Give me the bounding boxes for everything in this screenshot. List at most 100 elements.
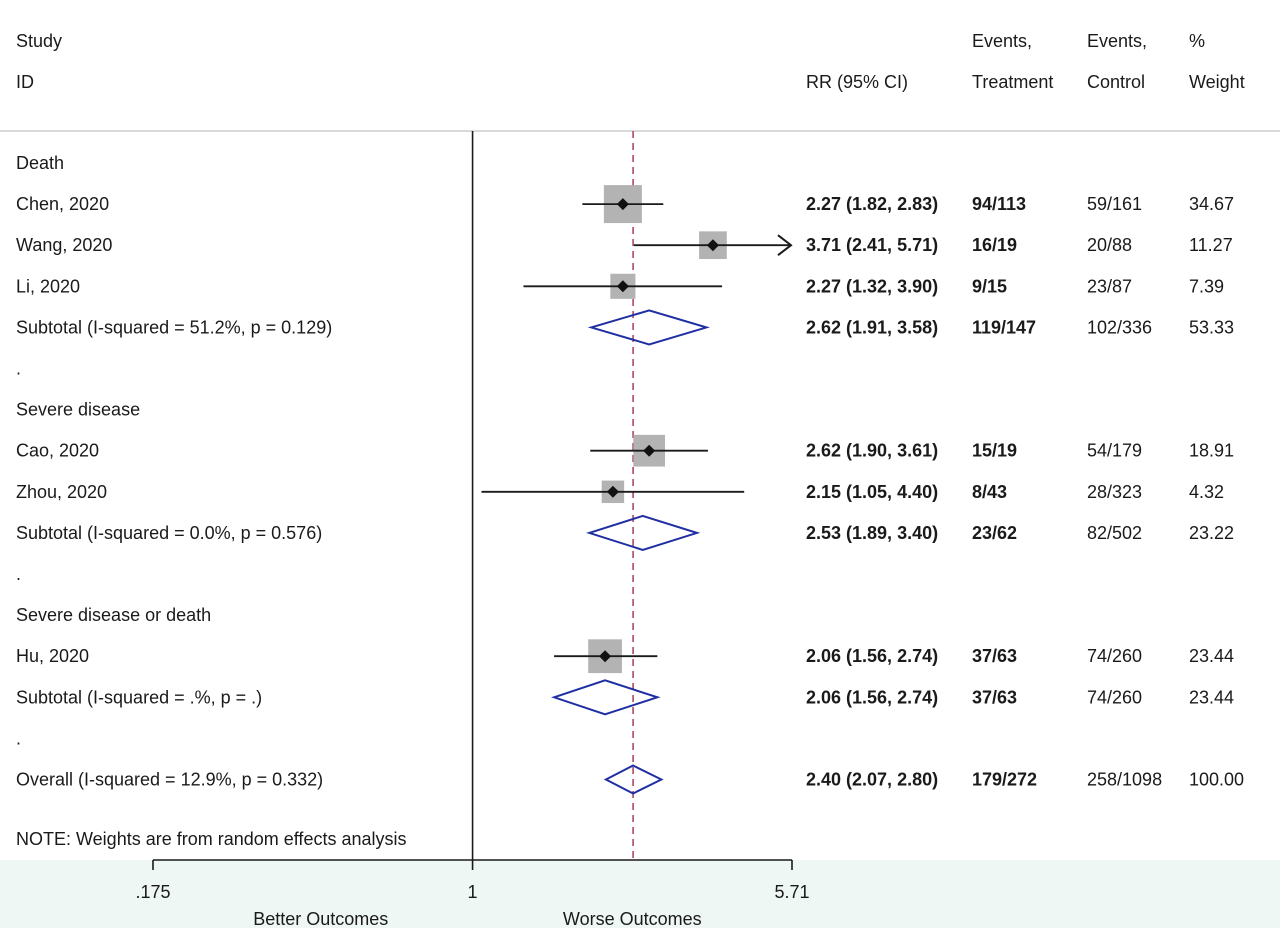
- row-spacer: .: [16, 728, 21, 748]
- row-label: Li, 2020: [16, 276, 80, 296]
- row-study: Li, 2020 2.27 (1.32, 3.90) 9/15 23/87 7.39: [16, 273, 1224, 299]
- weight-value: 23.44: [1189, 687, 1234, 707]
- row-study: Cao, 2020 2.62 (1.90, 3.61) 15/19 54/179 18.…: [16, 434, 1234, 467]
- row-subtotal: Subtotal (I-squared = .%, p = .) 2.06 (1.…: [16, 679, 1234, 716]
- header-events-control-1: Events,: [1087, 31, 1147, 51]
- events-treatment: 15/19: [972, 441, 1017, 461]
- row-label: Death: [16, 153, 64, 173]
- events-treatment: 37/63: [972, 646, 1017, 666]
- row-group: Severe disease: [16, 400, 140, 420]
- row-label: Severe disease or death: [16, 605, 211, 625]
- row-study: Zhou, 2020 2.15 (1.05, 4.40) 8/43 28/323 4.3…: [16, 480, 1224, 504]
- header-rr: RR (95% CI): [806, 72, 908, 92]
- header-study: Study: [16, 31, 62, 51]
- subtotal-diamond: [550, 679, 661, 716]
- point-estimate: [643, 444, 656, 457]
- weight-value: 4.32: [1189, 482, 1224, 502]
- ci-arrow: [777, 234, 793, 256]
- ci-text: 3.71 (2.41, 5.71): [806, 235, 938, 255]
- header-id: ID: [16, 72, 34, 92]
- point-estimate: [616, 280, 629, 293]
- events-treatment: 8/43: [972, 482, 1007, 502]
- ci-text: 2.62 (1.91, 3.58): [806, 317, 938, 337]
- ci-text: 2.15 (1.05, 4.40): [806, 482, 938, 502]
- overall-diamond: [603, 764, 664, 795]
- header-events-treatment-2: Treatment: [972, 72, 1053, 92]
- weight-value: 100.00: [1189, 770, 1244, 790]
- row-label: Wang, 2020: [16, 235, 112, 255]
- events-control: 82/502: [1087, 523, 1142, 543]
- ci-text: 2.06 (1.56, 2.74): [806, 687, 938, 707]
- x-tick-label: 5.71: [774, 882, 809, 902]
- axis-band: [0, 860, 1280, 928]
- row-label: .: [16, 564, 21, 584]
- direction-label-better: Better Outcomes: [253, 909, 388, 928]
- row-spacer: .: [16, 359, 21, 379]
- row-label: .: [16, 359, 21, 379]
- row-label: Hu, 2020: [16, 646, 89, 666]
- point-estimate: [599, 650, 612, 663]
- header-weight-1: %: [1189, 31, 1205, 51]
- weight-value: 7.39: [1189, 276, 1224, 296]
- weight-value: 23.22: [1189, 523, 1234, 543]
- row-spacer: .: [16, 564, 21, 584]
- subtotal-diamond: [587, 309, 710, 346]
- weight-value: 23.44: [1189, 646, 1234, 666]
- row-label: Subtotal (I-squared = .%, p = .): [16, 687, 262, 707]
- weight-value: 53.33: [1189, 317, 1234, 337]
- row-study: Chen, 2020 2.27 (1.82, 2.83) 94/113 59/161 3…: [16, 185, 1234, 224]
- subtotal-diamond: [585, 514, 701, 551]
- study-rows: Death Chen, 2020 2.27 (1.82, 2.83) 94/113 59…: [16, 153, 1244, 795]
- ci-text: 2.62 (1.90, 3.61): [806, 441, 938, 461]
- events-control: 74/260: [1087, 646, 1142, 666]
- row-overall: Overall (I-squared = 12.9%, p = 0.332) 2.…: [16, 764, 1244, 795]
- ci-text: 2.27 (1.82, 2.83): [806, 194, 938, 214]
- ci-text: 2.53 (1.89, 3.40): [806, 523, 938, 543]
- weight-value: 34.67: [1189, 194, 1234, 214]
- events-treatment: 37/63: [972, 687, 1017, 707]
- point-estimate: [706, 239, 719, 252]
- point-estimate: [606, 485, 619, 498]
- row-group: Severe disease or death: [16, 605, 211, 625]
- events-control: 258/1098: [1087, 770, 1162, 790]
- ci-text: 2.06 (1.56, 2.74): [806, 646, 938, 666]
- row-label: Chen, 2020: [16, 194, 109, 214]
- header: Study ID RR (95% CI) Events, Treatment E…: [16, 31, 1245, 92]
- header-weight-2: Weight: [1189, 72, 1245, 92]
- row-label: Zhou, 2020: [16, 482, 107, 502]
- row-study: Wang, 2020 3.71 (2.41, 5.71) 16/19 20/88 11.…: [16, 231, 1233, 260]
- row-label: Overall (I-squared = 12.9%, p = 0.332): [16, 770, 323, 790]
- events-control: 54/179: [1087, 441, 1142, 461]
- row-study: Hu, 2020 2.06 (1.56, 2.74) 37/63 74/260 23.4…: [16, 639, 1234, 674]
- weight-value: 11.27: [1189, 235, 1233, 255]
- events-treatment: 16/19: [972, 235, 1017, 255]
- events-control: 20/88: [1087, 235, 1132, 255]
- weights-note: NOTE: Weights are from random effects an…: [16, 829, 406, 849]
- direction-label-worse: Worse Outcomes: [563, 909, 702, 928]
- row-label: .: [16, 728, 21, 748]
- row-subtotal: Subtotal (I-squared = 0.0%, p = 0.576) 2.…: [16, 514, 1234, 551]
- header-events-control-2: Control: [1087, 72, 1145, 92]
- events-treatment: 179/272: [972, 770, 1037, 790]
- row-label: Severe disease: [16, 400, 140, 420]
- header-events-treatment-1: Events,: [972, 31, 1032, 51]
- events-treatment: 23/62: [972, 523, 1017, 543]
- ci-text: 2.40 (2.07, 2.80): [806, 770, 938, 790]
- events-control: 23/87: [1087, 276, 1132, 296]
- row-subtotal: Subtotal (I-squared = 51.2%, p = 0.129) 2…: [16, 309, 1234, 346]
- point-estimate: [616, 198, 629, 211]
- row-label: Subtotal (I-squared = 51.2%, p = 0.129): [16, 317, 332, 337]
- events-treatment: 9/15: [972, 276, 1007, 296]
- row-label: Cao, 2020: [16, 441, 99, 461]
- ci-text: 2.27 (1.32, 3.90): [806, 276, 938, 296]
- x-tick-label: 1: [468, 882, 478, 902]
- row-label: Subtotal (I-squared = 0.0%, p = 0.576): [16, 523, 322, 543]
- x-axis: .175 1 5.71: [135, 859, 810, 902]
- events-control: 74/260: [1087, 687, 1142, 707]
- row-group: Death: [16, 153, 64, 173]
- events-treatment: 94/113: [972, 194, 1026, 214]
- x-tick-label: .175: [135, 882, 170, 902]
- events-control: 59/161: [1087, 194, 1142, 214]
